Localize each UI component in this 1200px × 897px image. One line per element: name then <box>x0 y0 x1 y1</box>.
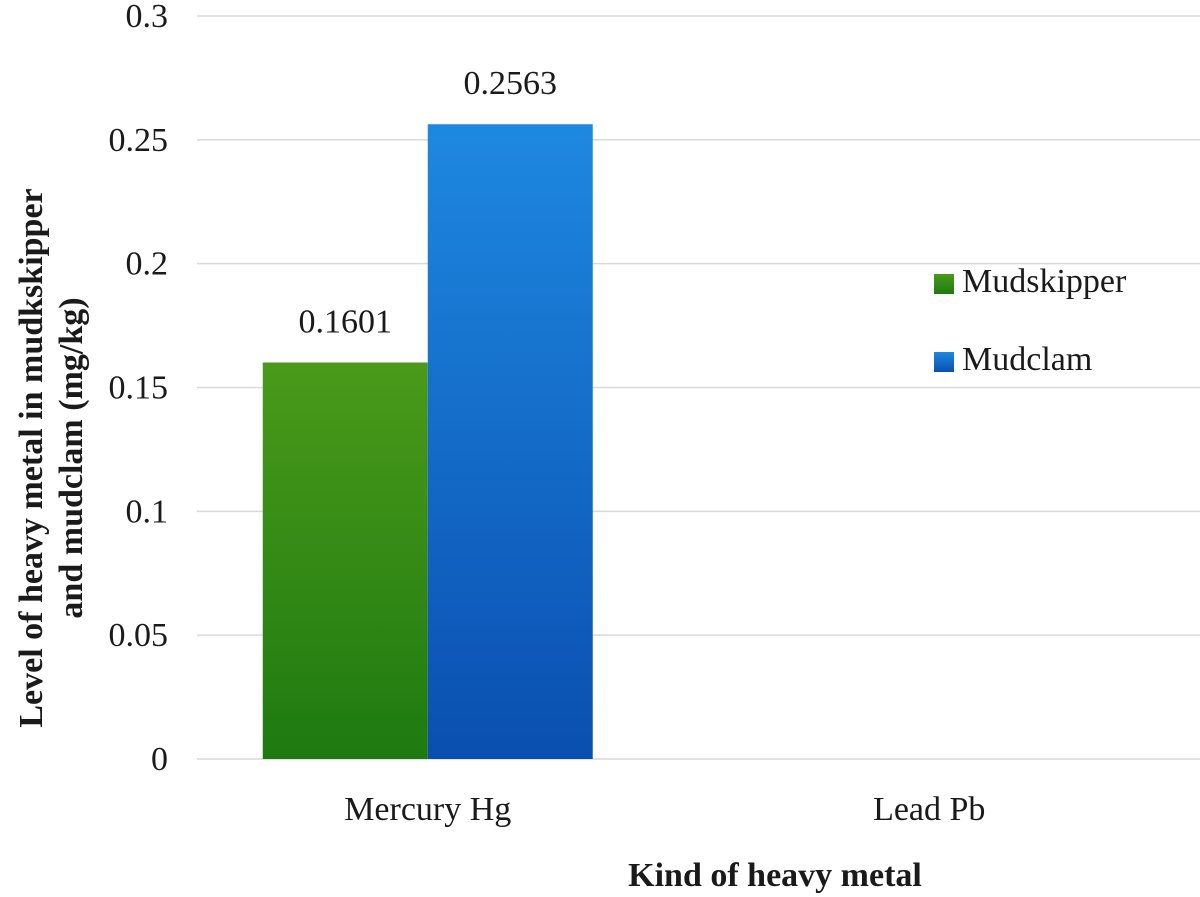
y-axis-title-line-2: and mudclam (mg/kg) <box>53 297 90 618</box>
legend-label-mudclam: Mudclam <box>962 341 1092 378</box>
bar-mudclam-mercury-hg <box>427 124 593 759</box>
legend-label-mudskipper: Mudskipper <box>962 263 1127 300</box>
x-axis-categories: Mercury Hg Lead Pb <box>344 791 985 828</box>
x-category-label: Mercury Hg <box>344 791 511 828</box>
y-tick-label: 0.25 <box>109 122 169 159</box>
y-axis-title-line-1: Level of heavy metal in mudkskipper <box>13 188 50 727</box>
bar-mudskipper-mercury-hg <box>262 362 428 759</box>
y-tick-label: 0 <box>151 741 168 778</box>
y-tick-label: 0.05 <box>109 617 169 654</box>
y-tick-label: 0.2 <box>126 246 169 283</box>
legend: Mudskipper Mudclam <box>934 263 1127 378</box>
y-axis-ticks: 0 0.05 0.1 0.15 0.2 0.25 0.3 <box>109 0 169 778</box>
y-tick-label: 0.15 <box>109 370 169 407</box>
legend-swatch-mudclam <box>934 352 954 372</box>
bars <box>262 124 593 759</box>
y-tick-label: 0.1 <box>126 493 169 530</box>
legend-swatch-mudskipper <box>934 274 954 294</box>
data-label: 0.1601 <box>299 303 393 340</box>
y-tick-label: 0.3 <box>126 0 169 35</box>
x-category-label: Lead Pb <box>873 791 985 828</box>
data-label: 0.2563 <box>464 65 558 102</box>
x-axis-title: Kind of heavy metal <box>628 857 922 894</box>
data-labels: 0.1601 0.2563 <box>299 65 558 340</box>
